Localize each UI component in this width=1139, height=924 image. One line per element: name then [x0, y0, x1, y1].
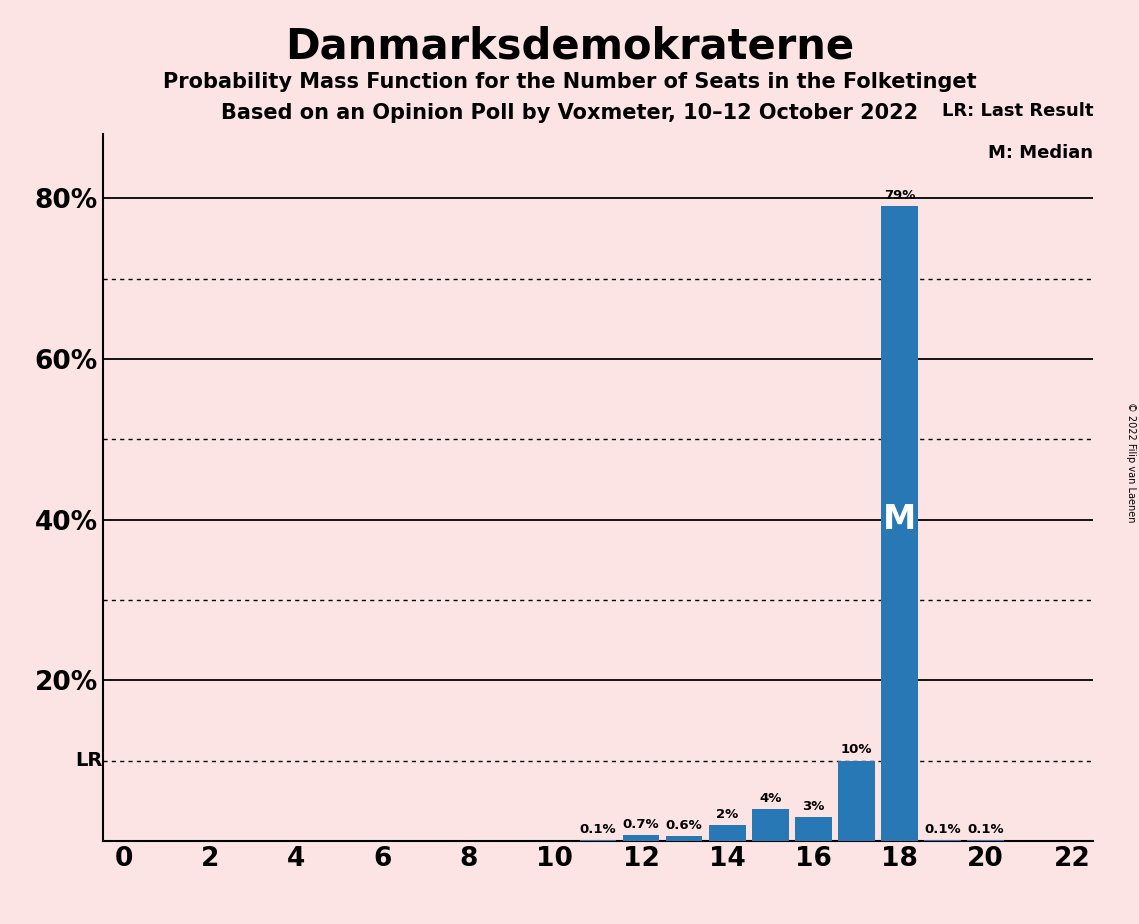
Text: 2%: 2%	[716, 808, 738, 821]
Bar	[882, 206, 918, 841]
Bar	[752, 808, 788, 841]
Text: © 2022 Filip van Laenen: © 2022 Filip van Laenen	[1126, 402, 1136, 522]
Bar	[838, 760, 875, 841]
Bar	[708, 825, 746, 841]
Text: Danmarksdemokraterne: Danmarksdemokraterne	[285, 26, 854, 67]
Text: 4%: 4%	[759, 792, 781, 805]
Text: Probability Mass Function for the Number of Seats in the Folketinget: Probability Mass Function for the Number…	[163, 72, 976, 92]
Text: M: Median: M: Median	[989, 144, 1093, 163]
Text: 10%: 10%	[841, 744, 872, 757]
Bar	[795, 817, 831, 841]
Text: LR: Last Result: LR: Last Result	[942, 102, 1093, 120]
Text: 0.1%: 0.1%	[967, 823, 1005, 836]
Bar	[666, 836, 703, 841]
Text: LR: LR	[75, 751, 103, 770]
Text: M: M	[883, 503, 916, 536]
Text: Based on an Opinion Poll by Voxmeter, 10–12 October 2022: Based on an Opinion Poll by Voxmeter, 10…	[221, 103, 918, 124]
Text: 79%: 79%	[884, 189, 916, 202]
Text: 3%: 3%	[802, 800, 825, 813]
Text: 0.1%: 0.1%	[580, 823, 616, 836]
Text: 0.6%: 0.6%	[666, 819, 703, 832]
Text: 0.7%: 0.7%	[623, 818, 659, 832]
Text: 0.1%: 0.1%	[925, 823, 961, 836]
Bar	[623, 835, 659, 841]
